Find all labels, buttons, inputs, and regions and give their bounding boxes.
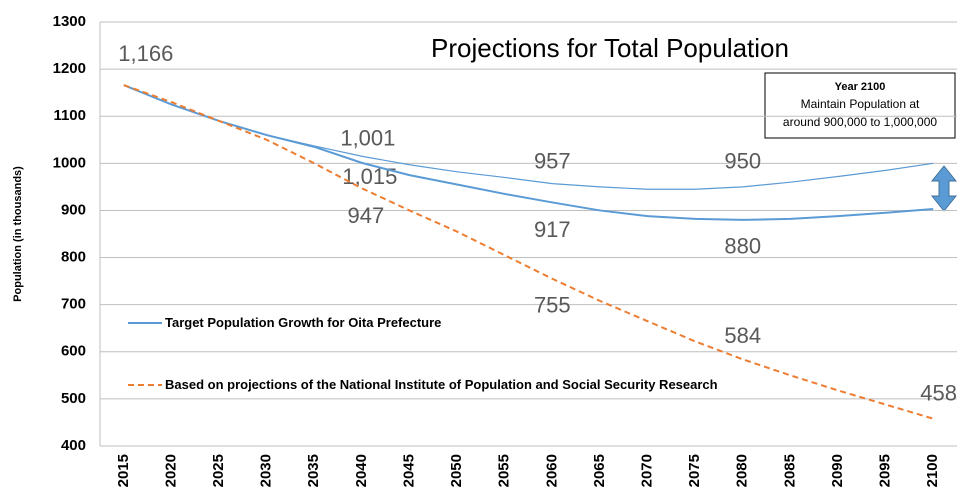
x-tick-label: 2030 xyxy=(258,454,275,487)
data-label: 1,001 xyxy=(340,126,395,151)
data-label: 880 xyxy=(724,234,761,259)
annotation-title: Year 2100 xyxy=(835,81,886,93)
legend-label: Based on projections of the National Ins… xyxy=(165,377,718,392)
x-tick-label: 2095 xyxy=(877,454,894,487)
y-axis-label: Population (in thousands) xyxy=(12,166,24,302)
y-tick-label: 1200 xyxy=(53,60,86,77)
y-tick-label: 900 xyxy=(61,201,86,218)
x-tick-label: 2040 xyxy=(353,454,370,487)
series-line xyxy=(123,84,934,420)
x-tick-label: 2070 xyxy=(638,454,655,487)
data-label: 957 xyxy=(534,148,571,173)
y-tick-label: 400 xyxy=(61,437,86,454)
x-tick-label: 2075 xyxy=(686,454,703,487)
annotation-line: Maintain Population at xyxy=(801,97,920,111)
y-tick-label: 700 xyxy=(61,296,86,313)
x-tick-label: 2020 xyxy=(162,454,179,487)
data-label: 947 xyxy=(348,203,385,228)
data-label: 1,015 xyxy=(342,164,397,189)
x-tick-label: 2015 xyxy=(115,454,132,487)
y-tick-label: 800 xyxy=(61,249,86,266)
double-arrow xyxy=(930,165,957,212)
data-label: 755 xyxy=(534,293,571,318)
x-tick-label: 2090 xyxy=(829,454,846,487)
data-label: 950 xyxy=(724,149,761,174)
data-label: 458 xyxy=(920,380,957,405)
x-tick-label: 2100 xyxy=(924,454,941,487)
annotation-box xyxy=(764,72,956,139)
x-tick-label: 2055 xyxy=(496,454,513,487)
legend-label: Target Population Growth for Oita Prefec… xyxy=(165,315,442,330)
y-tick-label: 1000 xyxy=(53,154,86,171)
y-tick-label: 1300 xyxy=(53,13,86,30)
x-tick-label: 2060 xyxy=(543,454,560,487)
x-tick-label: 2050 xyxy=(448,454,465,487)
series-line xyxy=(123,84,934,221)
x-tick-label: 2065 xyxy=(591,454,608,487)
x-tick-label: 2085 xyxy=(781,454,798,487)
y-tick-label: 600 xyxy=(61,343,86,360)
y-tick-label: 1100 xyxy=(53,107,86,124)
chart-title: Projections for Total Population xyxy=(431,33,789,63)
data-label: 1,166 xyxy=(118,41,173,66)
annotation-line: around 900,000 to 1,000,000 xyxy=(783,115,937,129)
data-label: 917 xyxy=(534,217,571,242)
x-tick-label: 2035 xyxy=(305,454,322,487)
y-tick-label: 500 xyxy=(61,390,86,407)
x-tick-label: 2045 xyxy=(400,454,417,487)
x-tick-label: 2080 xyxy=(734,454,751,487)
data-label: 584 xyxy=(724,323,761,348)
x-tick-label: 2025 xyxy=(210,454,227,487)
